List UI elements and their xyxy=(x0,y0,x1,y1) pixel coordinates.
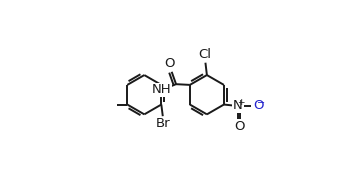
Text: +: + xyxy=(237,98,245,107)
Text: O: O xyxy=(164,57,174,70)
Text: N: N xyxy=(233,99,243,112)
Text: −: − xyxy=(257,98,265,108)
Text: Br: Br xyxy=(156,117,171,130)
Text: O: O xyxy=(234,120,244,133)
Text: O: O xyxy=(253,99,263,112)
Text: Cl: Cl xyxy=(198,48,211,61)
Text: NH: NH xyxy=(152,84,171,97)
